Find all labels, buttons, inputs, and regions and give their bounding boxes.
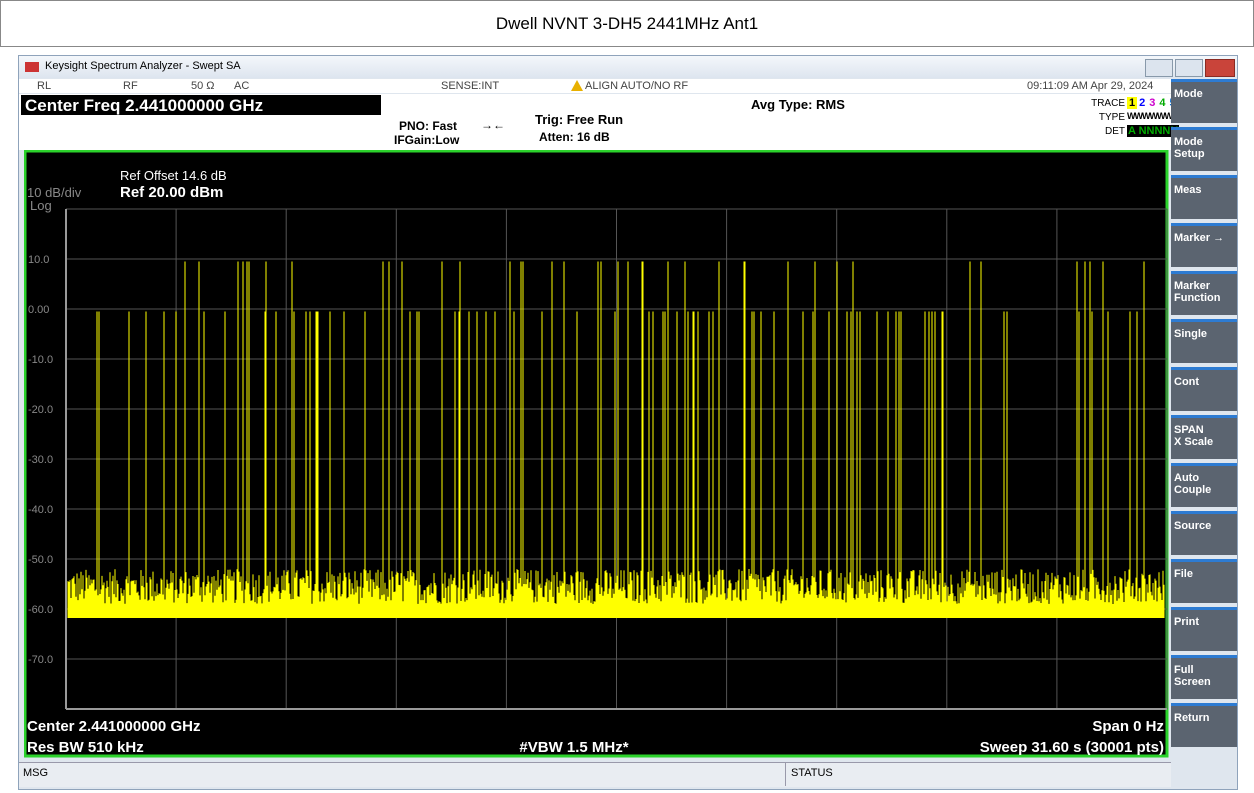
softkey-label: File — [1174, 568, 1193, 580]
softkey[interactable]: Mode — [1171, 79, 1237, 123]
softkey-label: Couple — [1174, 484, 1212, 496]
y-label: -40.0 — [28, 504, 53, 516]
softkey[interactable]: Return — [1171, 703, 1237, 747]
trace-number: 2 — [1139, 97, 1146, 109]
minimize-button[interactable] — [1145, 59, 1173, 77]
sweep: Sweep 31.60 s (30001 pts) — [980, 739, 1164, 756]
trig: Trig: Free Run — [535, 112, 624, 127]
sense: SENSE:INT — [441, 80, 500, 92]
softkey[interactable]: Single — [1171, 319, 1237, 363]
ref-offset: Ref Offset 14.6 dB — [120, 168, 227, 183]
vbw: #VBW 1.5 MHz* — [519, 739, 628, 756]
msg: MSG — [23, 767, 49, 779]
pno: PNO: Fast — [399, 119, 458, 133]
impedance: 50 Ω — [191, 80, 215, 92]
type-values: WWWWWW — [1127, 111, 1173, 121]
type-label: TYPE — [1098, 112, 1125, 123]
window-title: Keysight Spectrum Analyzer - Swept SA — [45, 60, 241, 72]
softkey[interactable]: Marker → — [1171, 223, 1237, 267]
datetime: 09:11:09 AM Apr 29, 2024 — [1027, 80, 1154, 92]
softkey-label: Full — [1174, 664, 1194, 676]
trace-label: TRACE — [1091, 98, 1125, 109]
y-label: 0.00 — [28, 304, 49, 316]
softkey-label: Return — [1174, 712, 1210, 724]
softkey-label: SPAN — [1174, 424, 1204, 436]
plot: 10.0 0.00 -10.0 -20.0 -30.0 -40.0 -50.0 -60.0 -7… — [24, 150, 1169, 758]
softkey-label: Cont — [1174, 376, 1200, 388]
softkey[interactable]: SPAN X Scale — [1171, 415, 1237, 459]
avg-type: Avg Type: RMS — [751, 97, 845, 112]
app-icon — [25, 62, 39, 72]
softkey[interactable]: Meas — [1171, 175, 1237, 219]
span: Span 0 Hz — [1092, 718, 1164, 735]
det-values: A NNNNN — [1127, 125, 1180, 137]
softkey[interactable]: Marker Function — [1171, 271, 1237, 315]
rl: RL — [37, 80, 52, 92]
status-row — [19, 79, 1171, 93]
softkey[interactable]: Print — [1171, 607, 1237, 651]
softkey[interactable]: Mode Setup — [1171, 127, 1237, 171]
title-bar: Keysight Spectrum Analyzer - Swept SA — [19, 56, 1237, 78]
plot-frame — [24, 150, 1169, 758]
trace-number: 3 — [1149, 97, 1156, 109]
coupling: AC — [234, 80, 250, 92]
y-label: -10.0 — [28, 354, 53, 366]
y-label: -60.0 — [28, 604, 53, 616]
align: ALIGN AUTO/NO RF — [585, 80, 689, 92]
scale: 10 dB/div — [27, 185, 82, 200]
softkey-label: Function — [1174, 292, 1221, 304]
softkey-label: Meas — [1174, 184, 1202, 196]
page-title: Dwell NVNT 3-DH5 2441MHz Ant1 — [0, 0, 1254, 47]
divider — [785, 762, 786, 786]
warning-icon — [571, 80, 583, 91]
scale-type: Log — [30, 198, 52, 213]
res-bw: Res BW 510 kHz — [27, 739, 144, 756]
ifgain: IFGain:Low — [394, 133, 460, 147]
softkey-label: Screen — [1174, 676, 1211, 688]
softkey-label: Auto — [1174, 472, 1200, 484]
softkey-label: Mode — [1174, 136, 1203, 148]
softkey[interactable]: Auto Couple — [1171, 463, 1237, 507]
trace — [67, 261, 1165, 618]
close-button[interactable] — [1205, 59, 1235, 77]
trig-icon: →← — [481, 118, 505, 132]
y-label: -20.0 — [28, 404, 53, 416]
softkey-label: Mode — [1174, 88, 1203, 100]
softkey[interactable]: File — [1171, 559, 1237, 603]
status-bar — [19, 762, 1171, 787]
softkey-label: Print — [1174, 616, 1200, 628]
softkey-label: Setup — [1174, 148, 1205, 160]
rf: RF — [123, 80, 138, 92]
y-label: -70.0 — [28, 654, 53, 666]
y-label: 10.0 — [28, 254, 49, 266]
softkey-label: X Scale — [1174, 436, 1214, 448]
softkey-label: Source — [1174, 520, 1212, 532]
det-label: DET — [1105, 126, 1125, 137]
softkey-label: Single — [1174, 328, 1208, 340]
softkey[interactable]: Cont — [1171, 367, 1237, 411]
center: Center 2.441000000 GHz — [27, 718, 200, 735]
status: STATUS — [791, 767, 833, 779]
softkey-label: Marker — [1174, 280, 1211, 292]
trace-number: 1 — [1127, 97, 1138, 109]
atten: Atten: 16 dB — [539, 130, 610, 144]
trace-number: 4 — [1159, 97, 1166, 109]
ref-level: Ref 20.00 dBm — [120, 184, 223, 201]
center-freq: Center Freq 2.441000000 GHz — [25, 96, 264, 115]
y-label: -30.0 — [28, 454, 53, 466]
analyzer-window: Keysight Spectrum Analyzer - Swept SA RL… — [18, 55, 1238, 790]
y-label: -50.0 — [28, 554, 53, 566]
maximize-button[interactable] — [1175, 59, 1203, 77]
softkey[interactable]: Full Screen — [1171, 655, 1237, 699]
softkey-label: Marker → — [1174, 232, 1225, 244]
softkey[interactable]: Source — [1171, 511, 1237, 555]
center-freq-box — [21, 95, 381, 115]
